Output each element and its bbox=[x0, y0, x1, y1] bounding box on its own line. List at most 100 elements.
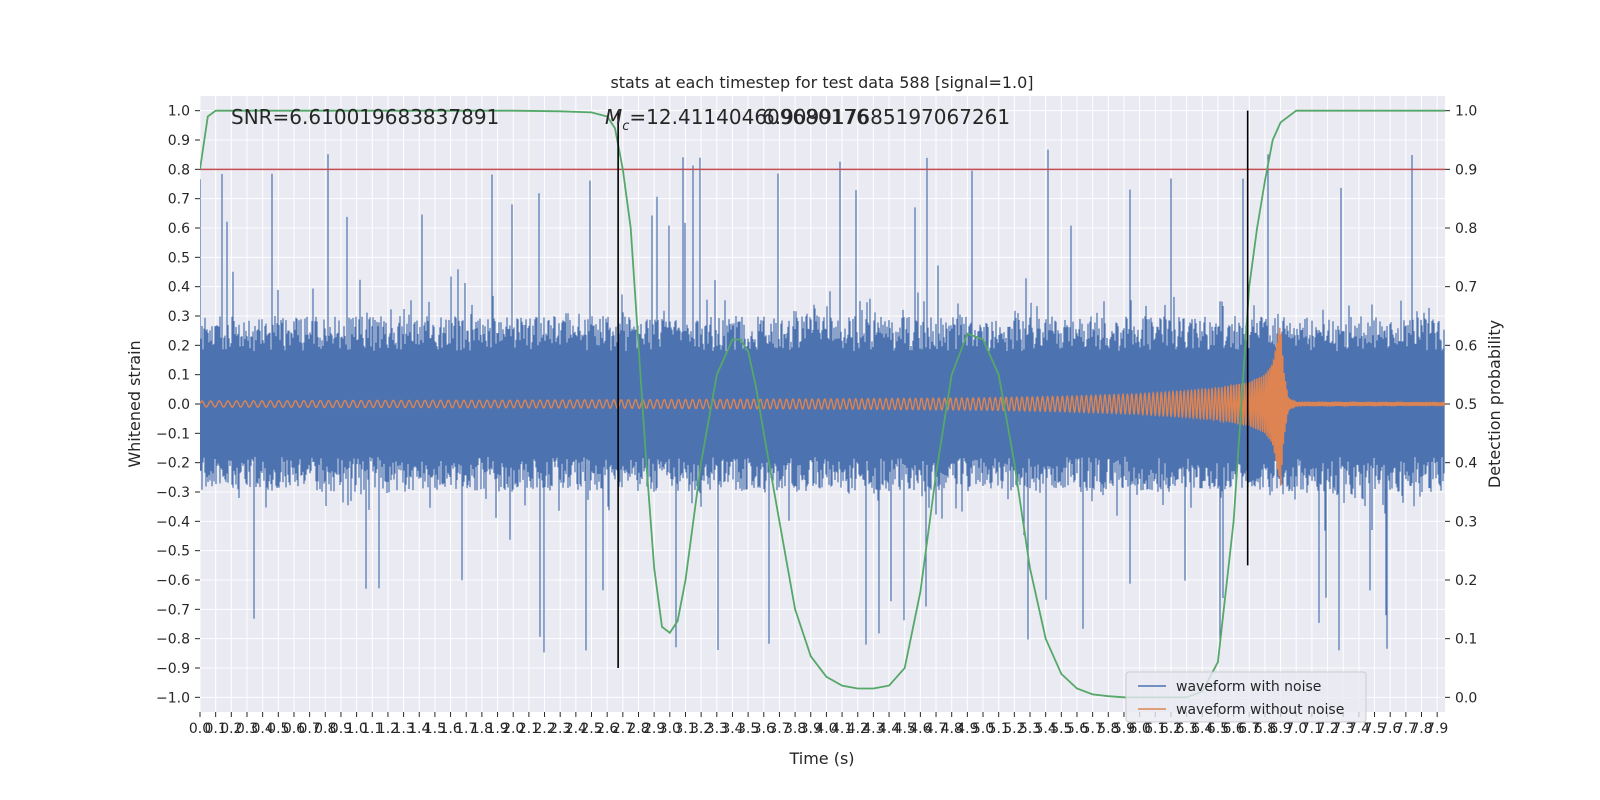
y2-tick-label: 0.7 bbox=[1455, 280, 1477, 296]
x-tick-label: 3.1 bbox=[674, 721, 696, 737]
y2-axis-label: Detection probability bbox=[1485, 320, 1504, 488]
x-tick-label: 5.9 bbox=[1113, 721, 1135, 737]
x-tick-label: 7.8 bbox=[1410, 721, 1432, 737]
y-tick-label: 0.6 bbox=[168, 221, 190, 237]
x-tick-label: 6.1 bbox=[1144, 721, 1166, 737]
x-tick-label: 3.6 bbox=[753, 721, 775, 737]
y2-tick-label: 0.5 bbox=[1455, 397, 1477, 413]
y-tick-label: 0.0 bbox=[168, 397, 190, 413]
y-tick-label: −0.3 bbox=[156, 485, 190, 501]
x-tick-label: 0.4 bbox=[252, 721, 274, 737]
x-tick-label: 0.9 bbox=[330, 721, 352, 737]
y-tick-label: −0.5 bbox=[156, 544, 190, 560]
y-tick-label: 0.2 bbox=[168, 338, 190, 354]
x-tick-label: 1.6 bbox=[439, 721, 461, 737]
legend-box bbox=[1125, 671, 1367, 723]
x-tick-label: 4.3 bbox=[862, 721, 884, 737]
y-tick-label: 0.5 bbox=[168, 250, 190, 266]
x-tick-label: 4.7 bbox=[925, 721, 947, 737]
x-tick-label: 6.9 bbox=[1269, 721, 1291, 737]
overlapping-annotation: 6.909917685197067261 bbox=[762, 105, 1010, 129]
x-tick-label: 3.7 bbox=[768, 721, 790, 737]
x-tick-label: 2.0 bbox=[502, 721, 524, 737]
x-tick-label: 4.1 bbox=[831, 721, 853, 737]
legend-label-clean: waveform without noise bbox=[1176, 702, 1344, 718]
x-tick-label: 2.2 bbox=[533, 721, 555, 737]
x-tick-label: 6.2 bbox=[1160, 721, 1182, 737]
x-tick-label: 1.0 bbox=[345, 721, 367, 737]
x-tick-label: 2.5 bbox=[580, 721, 602, 737]
x-tick-label: 4.6 bbox=[909, 721, 931, 737]
y-tick-label: 0.9 bbox=[168, 133, 190, 149]
x-tick-label: 7.5 bbox=[1363, 721, 1385, 737]
x-tick-label: 5.5 bbox=[1050, 721, 1072, 737]
chirp-mass-annotation: Mc=12.411404609680176 bbox=[605, 105, 869, 134]
x-tick-label: 5.4 bbox=[1035, 721, 1057, 737]
y2-tick-label: 0.3 bbox=[1455, 514, 1477, 530]
x-tick-label: 6.8 bbox=[1254, 721, 1276, 737]
y-tick-label: −0.6 bbox=[156, 573, 190, 589]
x-tick-label: 6.0 bbox=[1128, 721, 1150, 737]
y-tick-label: −0.9 bbox=[156, 661, 190, 677]
x-tick-label: 5.8 bbox=[1097, 721, 1119, 737]
y2-tick-label: 0.1 bbox=[1455, 632, 1477, 648]
x-tick-label: 7.0 bbox=[1285, 721, 1307, 737]
x-tick-label: 4.4 bbox=[878, 721, 900, 737]
x-tick-label: 5.6 bbox=[1066, 721, 1088, 737]
legend-label-noise: waveform with noise bbox=[1176, 679, 1321, 695]
y2-tick-label: 0.6 bbox=[1455, 338, 1477, 354]
x-tick-label: 0.8 bbox=[314, 721, 336, 737]
x-tick-label: 2.3 bbox=[549, 721, 571, 737]
x-tick-label: 6.5 bbox=[1207, 721, 1229, 737]
y-tick-label: 0.7 bbox=[168, 192, 190, 208]
x-tick-label: 5.1 bbox=[988, 721, 1010, 737]
chirp-mass-value: =12.411404609680176 bbox=[629, 105, 868, 129]
x-tick-label: 0.3 bbox=[236, 721, 258, 737]
x-tick-label: 2.8 bbox=[627, 721, 649, 737]
x-tick-label: 1.8 bbox=[471, 721, 493, 737]
x-tick-label: 7.4 bbox=[1348, 721, 1370, 737]
chirp-mass-symbol: M bbox=[605, 105, 622, 129]
x-tick-label: 0.7 bbox=[298, 721, 320, 737]
x-axis-ticks: 0.00.10.20.30.40.50.60.70.80.91.01.11.21… bbox=[189, 712, 1448, 737]
x-tick-label: 0.0 bbox=[189, 721, 211, 737]
x-tick-label: 3.3 bbox=[706, 721, 728, 737]
y-tick-label: −0.7 bbox=[156, 602, 190, 618]
x-tick-label: 2.4 bbox=[565, 721, 587, 737]
y-tick-label: 0.1 bbox=[168, 368, 190, 384]
x-tick-label: 6.7 bbox=[1238, 721, 1260, 737]
x-tick-label: 0.2 bbox=[220, 721, 242, 737]
x-tick-label: 3.8 bbox=[784, 721, 806, 737]
y2-tick-label: 0.4 bbox=[1455, 456, 1477, 472]
chart-title: stats at each timestep for test data 588… bbox=[610, 73, 1033, 92]
y-tick-label: −0.1 bbox=[156, 426, 190, 442]
x-tick-label: 1.1 bbox=[361, 721, 383, 737]
y-tick-label: −0.8 bbox=[156, 632, 190, 648]
x-tick-label: 0.1 bbox=[205, 721, 227, 737]
x-tick-label: 2.6 bbox=[596, 721, 618, 737]
x-tick-label: 4.0 bbox=[815, 721, 837, 737]
left-axis-ticks: −1.0 −0.9 −0.8 −0.7 −0.6 −0.5 −0.4 −0.3 −0.2 −0.1… bbox=[156, 104, 200, 706]
x-tick-label: 3.4 bbox=[721, 721, 743, 737]
x-tick-label: 3.2 bbox=[690, 721, 712, 737]
chirp-mass-subscript: c bbox=[622, 119, 629, 134]
marker-layer bbox=[617, 110, 1249, 668]
y-tick-label: 1.0 bbox=[168, 104, 190, 120]
y-tick-label: −0.2 bbox=[156, 456, 190, 472]
x-tick-label: 4.2 bbox=[847, 721, 869, 737]
x-tick-label: 4.8 bbox=[941, 721, 963, 737]
y2-tick-label: 0.2 bbox=[1455, 573, 1477, 589]
x-tick-label: 5.7 bbox=[1082, 721, 1104, 737]
y2-tick-label: 0.9 bbox=[1455, 162, 1477, 178]
x-tick-label: 5.3 bbox=[1019, 721, 1041, 737]
y-tick-label: 0.3 bbox=[168, 309, 190, 325]
x-tick-label: 2.9 bbox=[643, 721, 665, 737]
x-tick-label: 7.7 bbox=[1395, 721, 1417, 737]
y2-tick-label: 0.0 bbox=[1455, 690, 1477, 706]
snr-annotation: SNR=6.610019683837891 bbox=[231, 105, 499, 129]
x-tick-label: 1.7 bbox=[455, 721, 477, 737]
x-tick-label: 3.0 bbox=[659, 721, 681, 737]
x-tick-label: 4.9 bbox=[956, 721, 978, 737]
